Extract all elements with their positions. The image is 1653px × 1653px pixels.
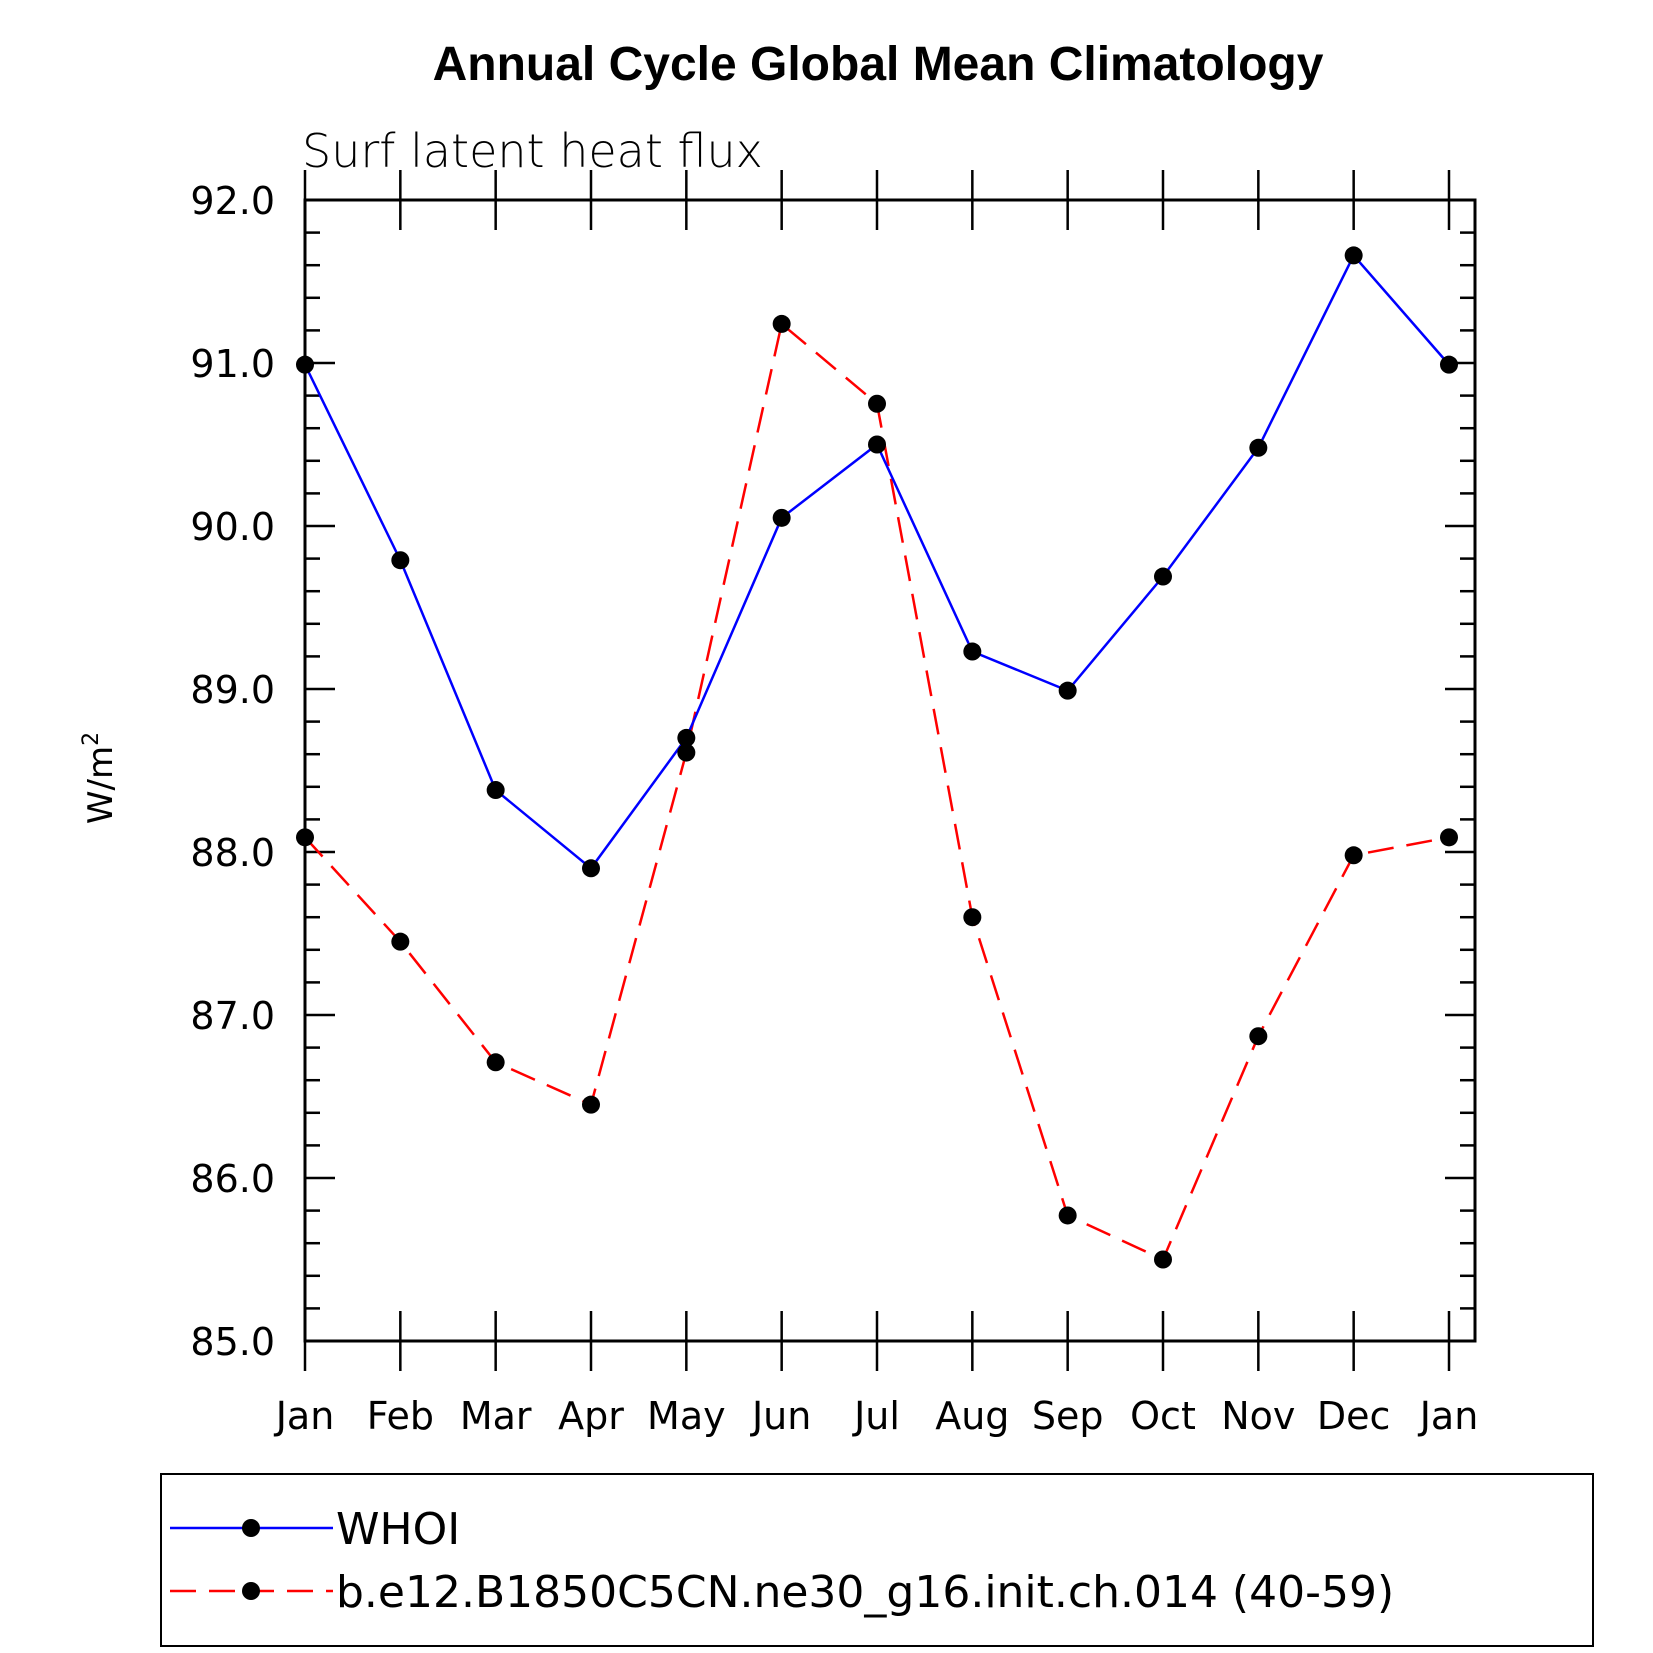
legend-label: b.e12.B1850C5CN.ne30_g16.init.ch.014 (40… — [336, 1567, 1394, 1618]
data-point — [582, 859, 600, 878]
y-tick-label: 86.0 — [190, 1157, 275, 1201]
x-tick-label: Mar — [460, 1394, 532, 1438]
legend: WHOI b.e12.B1850C5CN.ne30_g16.init.ch.014… — [170, 1504, 1394, 1618]
x-tick-label: Apr — [558, 1394, 624, 1438]
y-tick-label: 88.0 — [190, 831, 275, 875]
svg-text:W/m2: W/m2 — [79, 732, 121, 824]
data-point — [582, 1095, 600, 1114]
series-line — [303, 253, 1450, 871]
data-point — [1154, 567, 1172, 586]
y-tick-label: 92.0 — [190, 179, 275, 223]
y-tick-label: 87.0 — [190, 994, 275, 1038]
data-point — [963, 642, 982, 661]
data-point — [486, 781, 505, 800]
data-point — [391, 932, 410, 951]
chart-title: Annual Cycle Global Mean Climatology — [433, 38, 1324, 91]
data-point — [391, 551, 410, 570]
data-point — [772, 314, 791, 333]
y-tick-label: 85.0 — [190, 1320, 275, 1364]
data-point — [1058, 681, 1077, 700]
x-tick-label: Nov — [1221, 1394, 1295, 1438]
x-tick-label: Oct — [1130, 1394, 1196, 1438]
x-tick-label: Sep — [1032, 1394, 1104, 1438]
series-markers — [296, 246, 1458, 1269]
data-point — [1058, 1206, 1077, 1225]
y-axis-label-text: W/m — [81, 746, 121, 824]
y-axis-label-superscript: 2 — [79, 732, 104, 746]
data-point — [1344, 846, 1363, 865]
legend-label: WHOI — [336, 1504, 460, 1555]
x-tick-label: Jan — [274, 1394, 335, 1438]
data-point — [296, 355, 314, 374]
data-point — [1440, 355, 1458, 374]
y-axis-label: W/m2 — [79, 732, 121, 824]
y-tick-labels: 85.0 86.0 87.0 88.0 89.0 90.0 91.0 92.0 — [190, 179, 275, 1364]
x-tick-labels: Jan Feb Mar Apr May Jun Jul Aug Sep Oct Nov Dec Jan — [274, 1394, 1479, 1438]
data-point — [1440, 828, 1458, 847]
data-point — [1249, 1027, 1268, 1046]
legend-box — [160, 1473, 1594, 1647]
plot-frame — [303, 198, 1477, 1343]
x-tick-label: Jan — [1418, 1394, 1479, 1438]
data-point — [1154, 1250, 1172, 1269]
x-tick-label: Jul — [852, 1394, 900, 1438]
data-point — [296, 828, 314, 847]
series-line — [304, 321, 1450, 1262]
y-tick-label: 90.0 — [190, 505, 275, 549]
y-tick-label: 89.0 — [190, 668, 275, 712]
x-tick-label: Dec — [1317, 1394, 1391, 1438]
data-point — [772, 508, 791, 527]
data-point — [1249, 438, 1268, 457]
data-point — [1344, 246, 1363, 265]
data-point — [963, 908, 982, 927]
data-point — [486, 1053, 505, 1072]
data-point — [868, 394, 886, 413]
legend-marker — [242, 1582, 260, 1600]
legend-marker — [242, 1519, 260, 1537]
data-point — [677, 743, 696, 762]
y-tick-label: 91.0 — [190, 342, 275, 386]
axis-ticks — [303, 170, 1475, 1371]
x-tick-label: Aug — [935, 1394, 1009, 1438]
x-tick-label: Jun — [750, 1394, 811, 1438]
chart-subtitle: Surf latent heat flux — [302, 124, 763, 178]
data-point — [868, 435, 886, 454]
x-tick-label: May — [647, 1394, 726, 1438]
data-point — [677, 728, 696, 747]
x-tick-label: Feb — [367, 1394, 434, 1438]
